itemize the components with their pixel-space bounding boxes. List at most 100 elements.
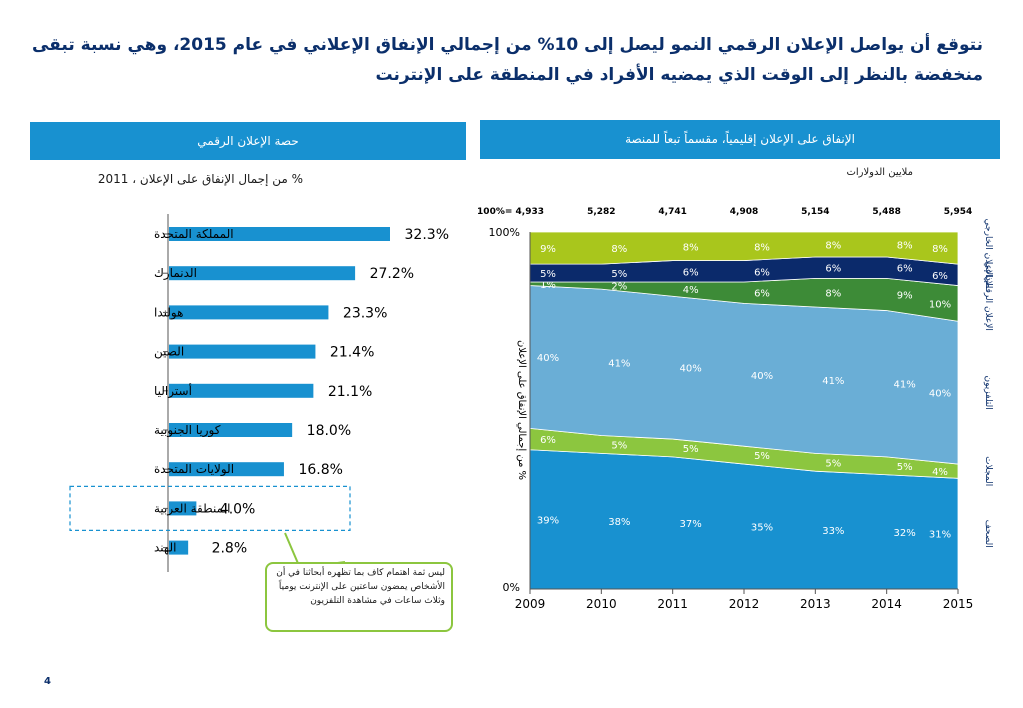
area-value-label: 4% — [683, 285, 699, 296]
page-number: 4 — [44, 676, 51, 687]
area-value-label: 37% — [680, 519, 702, 530]
left-panel-header: حصة الإعلان الرقمي — [30, 122, 466, 160]
area-xtick-label: 2013 — [800, 597, 831, 611]
legend-label: المجلات — [983, 456, 993, 486]
area-value-label: 31% — [929, 530, 951, 541]
bar — [169, 383, 314, 398]
area-xtick-label: 2012 — [729, 597, 760, 611]
area-xtick-label: 2009 — [515, 597, 546, 611]
callout-note: ليس ثمة اهتمام كاف بما تظهره أبحاثنا في … — [265, 562, 453, 632]
bar-category-label: المنطقة العربية — [154, 501, 231, 516]
area-value-label: 5% — [683, 444, 699, 455]
bar — [169, 540, 189, 555]
page-title: نتوقع أن يواصل الإعلان الرقمي النمو ليصل… — [31, 35, 983, 85]
bar-value-label: 27.2% — [370, 266, 414, 282]
bar-value-label: 21.4% — [330, 345, 374, 361]
area-value-label: 5% — [540, 269, 556, 280]
bar — [169, 266, 356, 281]
area-total-label: 5,154 — [801, 207, 829, 217]
area-value-label: 8% — [825, 289, 841, 300]
legend-label: الإعلان الخارجي — [983, 219, 993, 278]
area-value-label: 5% — [611, 440, 627, 451]
bar-chart-subtitle: % من إجمال الإنفاق على الإعلان ، 2011 — [97, 172, 303, 186]
area-xtick-label: 2011 — [657, 597, 688, 611]
area-xtick-label: 2014 — [871, 597, 902, 611]
bar — [169, 227, 390, 241]
area-value-label: 9% — [540, 244, 556, 255]
area-value-label: 2% — [611, 282, 627, 293]
area-value-label: 33% — [822, 526, 844, 537]
area-total-label: 4,741 — [658, 207, 686, 217]
area-xtick-label: 2010 — [586, 597, 617, 611]
area-value-label: 6% — [897, 264, 913, 275]
area-total-label: 100%= 4,933 — [477, 207, 544, 217]
area-value-label: 5% — [754, 451, 770, 462]
area-value-label: 41% — [822, 376, 844, 387]
area-y-axis-label: % من إجمالي الإنفاق على الإعلان — [516, 340, 527, 480]
area-total-label: 5,488 — [872, 207, 900, 217]
bar — [169, 305, 329, 320]
bar — [169, 462, 284, 477]
area-total-label: 4,908 — [730, 207, 758, 217]
area-value-label: 40% — [680, 364, 702, 375]
bar-category-label: أستراليا — [154, 383, 192, 399]
area-value-label: 6% — [932, 271, 948, 282]
legend-label: الصحف — [983, 520, 993, 548]
area-value-label: 35% — [751, 523, 773, 534]
area-xtick-label: 2015 — [943, 597, 974, 611]
bar-category-label: الهند — [154, 541, 176, 555]
area-value-label: 6% — [683, 267, 699, 278]
area-value-label: 4% — [932, 467, 948, 478]
area-value-label: 41% — [608, 358, 630, 369]
area-value-label: 6% — [825, 264, 841, 275]
bar-value-label: 2.8% — [212, 541, 248, 557]
area-value-label: 10% — [929, 299, 951, 310]
area-value-label: 6% — [754, 267, 770, 278]
highlight-box — [69, 485, 351, 531]
area-value-label: 38% — [608, 517, 630, 528]
bar — [169, 501, 197, 516]
legend-label: الإذاعي — [983, 261, 993, 288]
area-value-label: 41% — [894, 380, 916, 391]
bar-category-label: كوريا الجنوبية — [154, 423, 221, 438]
bar — [169, 344, 316, 359]
bar-category-label: المملكة المتحدة — [154, 227, 234, 241]
legend-label: التلفزيون — [983, 376, 993, 410]
bar-category-label: الدنمارك — [154, 266, 197, 281]
area-value-label: 40% — [929, 389, 951, 400]
bar-category-label: الصين — [154, 345, 184, 360]
area-value-label: 32% — [894, 528, 916, 539]
area-value-label: 9% — [897, 290, 913, 301]
area-value-label: 8% — [897, 240, 913, 251]
area-ytick-label: 0% — [503, 581, 520, 594]
bar-value-label: 23.3% — [343, 305, 387, 321]
area-value-label: 8% — [683, 242, 699, 253]
area-value-label: 6% — [754, 289, 770, 300]
area-ytick-label: 100% — [489, 226, 520, 239]
area-value-label: 39% — [537, 515, 559, 526]
area-value-label: 8% — [754, 242, 770, 253]
bar-value-label: 18.0% — [307, 423, 351, 439]
bar-value-label: 16.8% — [298, 462, 342, 478]
area-value-label: 6% — [540, 435, 556, 446]
area-value-label: 5% — [611, 269, 627, 280]
area-value-label: 8% — [932, 244, 948, 255]
bar-value-label: 21.1% — [328, 384, 372, 400]
area-value-label: 1% — [540, 280, 556, 291]
bar-category-label: هولندا — [154, 305, 183, 320]
legend-label: الإعلان الرقمي — [983, 276, 993, 331]
area-value-label: 5% — [897, 462, 913, 473]
area-total-label: 5,954 — [944, 207, 972, 217]
area-total-label: 5,282 — [587, 207, 615, 217]
bar-value-label: 4.0% — [220, 501, 256, 517]
bar-value-label: 32.3% — [405, 227, 449, 243]
area-value-label: 40% — [751, 371, 773, 382]
area-value-label: 5% — [825, 458, 841, 469]
area-value-label: 8% — [825, 240, 841, 251]
area-chart-units: ملايين الدولارات — [846, 167, 913, 178]
area-series — [529, 231, 959, 265]
bar-category-label: الولايات المتحدة — [154, 462, 234, 477]
bar — [169, 423, 293, 437]
area-value-label: 8% — [611, 244, 627, 255]
